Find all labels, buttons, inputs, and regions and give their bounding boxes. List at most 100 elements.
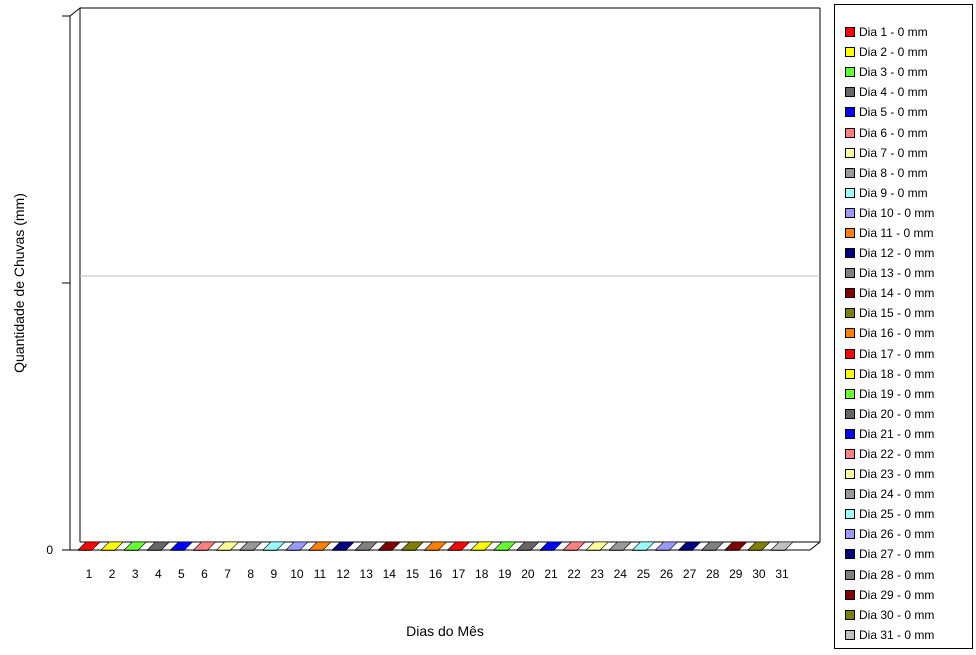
- x-tick-label-21: 21: [544, 567, 558, 581]
- x-tick-label-11: 11: [314, 567, 327, 581]
- legend-label: Dia 26 - 0 mm: [859, 527, 935, 542]
- legend-swatch: [845, 408, 855, 419]
- bar-top-day-12: [331, 541, 355, 551]
- legend-swatch: [845, 288, 855, 299]
- x-tick-label-20: 20: [521, 567, 535, 581]
- bar-top-day-16: [423, 541, 448, 551]
- x-tick-label-22: 22: [567, 567, 581, 581]
- legend-label: Dia 22 - 0 mm: [859, 447, 935, 462]
- legend-label: Dia 12 - 0 mm: [859, 246, 935, 261]
- legend-swatch: [845, 449, 855, 460]
- legend-label: Dia 30 - 0 mm: [859, 607, 935, 622]
- legend-label: Dia 23 - 0 mm: [859, 467, 935, 482]
- bar-top-day-4: [146, 541, 171, 551]
- legend-swatch: [845, 509, 855, 520]
- legend-item: Dia 2 - 0 mm: [835, 42, 972, 62]
- legend-swatch: [845, 67, 855, 78]
- legend-item: Dia 26 - 0 mm: [835, 524, 972, 544]
- legend-swatch: [845, 167, 855, 178]
- legend-item: Dia 11 - 0 mm: [835, 223, 972, 243]
- legend-item: Dia 20 - 0 mm: [835, 404, 972, 424]
- legend-swatch: [845, 569, 855, 580]
- x-tick-label-16: 16: [429, 567, 443, 581]
- bar-top-day-13: [354, 541, 378, 551]
- bar-top-day-26: [654, 541, 679, 551]
- legend-item: Dia 25 - 0 mm: [835, 504, 972, 524]
- legend-label: Dia 4 - 0 mm: [859, 85, 928, 100]
- legend-swatch: [845, 47, 855, 58]
- legend-label: Dia 27 - 0 mm: [859, 547, 935, 562]
- legend-item: Dia 5 - 0 mm: [835, 102, 972, 122]
- bar-top-day-27: [677, 541, 702, 551]
- legend-swatch: [845, 308, 855, 319]
- legend-item: Dia 22 - 0 mm: [835, 444, 972, 464]
- bar-top-day-14: [377, 541, 402, 551]
- y-axis-title: Quantidade de Chuvas (mm): [11, 193, 27, 373]
- x-tick-label-8: 8: [247, 567, 254, 581]
- bar-top-day-28: [700, 541, 725, 551]
- x-tick-label-2: 2: [109, 567, 116, 581]
- x-tick-label-30: 30: [752, 567, 766, 581]
- legend-item: Dia 27 - 0 mm: [835, 544, 972, 564]
- x-tick-label-13: 13: [360, 567, 374, 581]
- bar-top-day-22: [562, 541, 586, 551]
- x-tick-label-3: 3: [132, 567, 139, 581]
- legend-label: Dia 3 - 0 mm: [859, 65, 928, 80]
- x-tick-label-7: 7: [224, 567, 231, 581]
- legend-swatch: [845, 589, 855, 600]
- x-tick-label-31: 31: [775, 567, 789, 581]
- legend-item: Dia 23 - 0 mm: [835, 464, 972, 484]
- legend-swatch: [845, 127, 855, 138]
- x-tick-label-23: 23: [591, 567, 605, 581]
- x-tick-label-25: 25: [637, 567, 651, 581]
- legend-label: Dia 7 - 0 mm: [859, 145, 928, 160]
- legend-swatch: [845, 368, 855, 379]
- x-tick-label-15: 15: [406, 567, 420, 581]
- legend-swatch: [845, 248, 855, 259]
- legend-item: Dia 3 - 0 mm: [835, 62, 972, 82]
- legend-item: Dia 12 - 0 mm: [835, 243, 972, 263]
- x-tick-label-4: 4: [155, 567, 162, 581]
- bar-top-day-1: [77, 541, 101, 551]
- bar-top-day-24: [608, 541, 633, 551]
- bar-top-day-3: [123, 541, 147, 551]
- legend-swatch: [845, 227, 855, 238]
- legend-swatch: [845, 187, 855, 198]
- x-axis-title: Dias do Mês: [406, 623, 484, 639]
- bar-top-day-2: [100, 541, 124, 551]
- bar-top-day-30: [747, 541, 771, 551]
- legend-item: Dia 19 - 0 mm: [835, 384, 972, 404]
- x-tick-label-10: 10: [290, 567, 304, 581]
- legend-item: Dia 30 - 0 mm: [835, 605, 972, 625]
- x-tick-label-5: 5: [178, 567, 185, 581]
- legend-label: Dia 20 - 0 mm: [859, 406, 935, 421]
- bar-top-day-19: [493, 541, 517, 551]
- legend-item: Dia 24 - 0 mm: [835, 484, 972, 504]
- legend-label: Dia 31 - 0 mm: [859, 627, 935, 642]
- legend-item: Dia 7 - 0 mm: [835, 143, 972, 163]
- bar-top-day-10: [285, 541, 309, 551]
- legend-item: Dia 10 - 0 mm: [835, 203, 972, 223]
- bar-top-day-23: [585, 541, 609, 551]
- bar-top-day-17: [446, 541, 471, 551]
- legend-swatch: [845, 87, 855, 98]
- bar-top-day-15: [400, 541, 425, 551]
- legend-swatch: [845, 609, 855, 620]
- legend-label: Dia 29 - 0 mm: [859, 587, 935, 602]
- bar-top-day-8: [238, 541, 263, 551]
- x-tick-label-28: 28: [706, 567, 720, 581]
- plot-frame: [62, 6, 821, 551]
- legend-label: Dia 21 - 0 mm: [859, 426, 935, 441]
- legend-swatch: [845, 629, 855, 640]
- legend-item: Dia 1 - 0 mm: [835, 22, 972, 42]
- legend-label: Dia 24 - 0 mm: [859, 487, 935, 502]
- legend-label: Dia 25 - 0 mm: [859, 507, 935, 522]
- bar-top-day-5: [169, 541, 194, 551]
- legend-item: Dia 28 - 0 mm: [835, 565, 972, 585]
- x-tick-label-26: 26: [660, 567, 674, 581]
- bar-top-day-29: [724, 541, 748, 551]
- chart-legend: Dia 1 - 0 mm Dia 2 - 0 mm Dia 3 - 0 mm Dia …: [834, 4, 973, 649]
- x-tick-label-1: 1: [86, 567, 93, 581]
- legend-label: Dia 14 - 0 mm: [859, 286, 935, 301]
